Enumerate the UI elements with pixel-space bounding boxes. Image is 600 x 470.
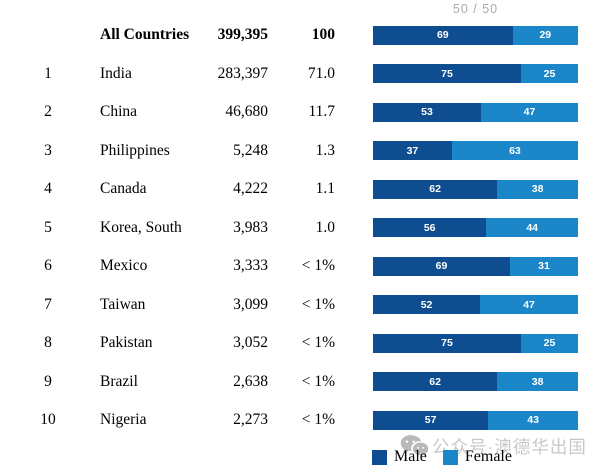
legend: Male Female [372,448,528,466]
female-segment: 43 [488,410,578,430]
country-cell: Canada [100,180,147,198]
male-segment: 53 [373,102,481,122]
legend-male-swatch [372,449,387,465]
female-segment: 38 [497,179,578,199]
gender-bar: 37 63 [373,141,578,161]
gender-bar: 62 38 [373,179,578,199]
female-segment: 25 [520,333,578,353]
rank-cell: 2 [44,103,52,121]
rank-cell: 7 [44,295,52,313]
male-segment: 56 [373,218,487,238]
female-segment: 31 [510,256,578,276]
table-row: 7 Taiwan 3,099 < 1% 52 47 [0,286,600,325]
count-cell: 3,052 [233,334,268,352]
legend-female-swatch [442,449,458,465]
male-segment: 62 [373,179,498,199]
percent-cell: 11.7 [308,103,335,121]
table-row: 3 Philippines 5,248 1.3 37 63 [0,132,600,171]
percent-cell: < 1% [301,334,335,352]
country-cell: Brazil [100,372,138,390]
table-row: 5 Korea, South 3,983 1.0 56 44 [0,209,600,248]
female-segment: 44 [486,218,578,238]
rank-cell: 9 [44,372,52,390]
male-segment: 37 [373,141,452,161]
percent-cell: < 1% [301,295,335,313]
count-cell: 4,222 [233,180,268,198]
country-cell: India [100,64,132,82]
table-row: 6 Mexico 3,333 < 1% 69 31 [0,247,600,286]
ratio-annotation: 50 / 50 [452,2,499,16]
gender-bar: 52 47 [373,295,578,315]
country-cell: Pakistan [100,334,153,352]
female-segment: 47 [480,295,578,315]
male-segment: 75 [373,64,521,84]
percent-cell: 100 [311,26,335,44]
gender-bar: 56 44 [373,218,578,238]
male-segment: 69 [373,25,513,45]
table-row: 8 Pakistan 3,052 < 1% 75 25 [0,324,600,363]
country-cell: Nigeria [100,411,147,429]
female-segment: 47 [480,102,578,122]
country-cell: All Countries [100,26,190,44]
rank-cell: 5 [44,218,52,236]
country-table: All Countries 399,395 100 69 29 1 India … [0,16,600,440]
rank-cell: 4 [44,180,52,198]
count-cell: 399,395 [217,26,268,44]
gender-bar: 62 38 [373,372,578,392]
male-segment: 52 [373,295,481,315]
count-cell: 3,983 [233,218,268,236]
percent-cell: < 1% [301,257,335,275]
gender-bar: 75 25 [373,333,578,353]
table-row: 2 China 46,680 11.7 53 47 [0,93,600,132]
male-segment: 69 [373,256,511,276]
table-row: All Countries 399,395 100 69 29 [0,16,600,55]
female-segment: 38 [497,372,578,392]
female-segment: 29 [512,25,578,45]
percent-cell: 1.3 [315,141,335,159]
count-cell: 3,333 [233,257,268,275]
count-cell: 2,273 [233,411,268,429]
legend-male-label: Male [394,448,427,465]
country-cell: Mexico [100,257,148,275]
table-row: 4 Canada 4,222 1.1 62 38 [0,170,600,209]
percent-cell: < 1% [301,372,335,390]
gender-bar: 75 25 [373,64,578,84]
country-cell: Taiwan [100,295,146,313]
male-segment: 62 [373,372,498,392]
rank-cell: 1 [44,64,52,82]
percent-cell: < 1% [301,411,335,429]
count-cell: 5,248 [233,141,268,159]
female-segment: 63 [451,141,578,161]
rank-cell: 3 [44,141,52,159]
count-cell: 2,638 [233,372,268,390]
table-row: 1 India 283,397 71.0 75 25 [0,55,600,94]
count-cell: 283,397 [217,64,268,82]
rank-cell: 10 [40,411,56,429]
country-cell: Korea, South [100,218,182,236]
legend-female-label: Female [464,448,512,465]
gender-bar: 53 47 [373,102,578,122]
gender-bar: 69 31 [373,256,578,276]
country-cell: Philippines [100,141,170,159]
table-row: 9 Brazil 2,638 < 1% 62 38 [0,363,600,402]
percent-cell: 71.0 [307,64,335,82]
percent-cell: 1.0 [315,218,335,236]
male-segment: 75 [373,333,521,353]
country-cell: China [100,103,138,121]
gender-bar: 57 43 [373,410,578,430]
count-cell: 46,680 [225,103,268,121]
count-cell: 3,099 [233,295,268,313]
rank-cell: 8 [44,334,52,352]
gender-bar: 69 29 [373,25,578,45]
rank-cell: 6 [44,257,52,275]
table-row: 10 Nigeria 2,273 < 1% 57 43 [0,401,600,440]
percent-cell: 1.1 [315,180,335,198]
female-segment: 25 [520,64,578,84]
male-segment: 57 [373,410,489,430]
